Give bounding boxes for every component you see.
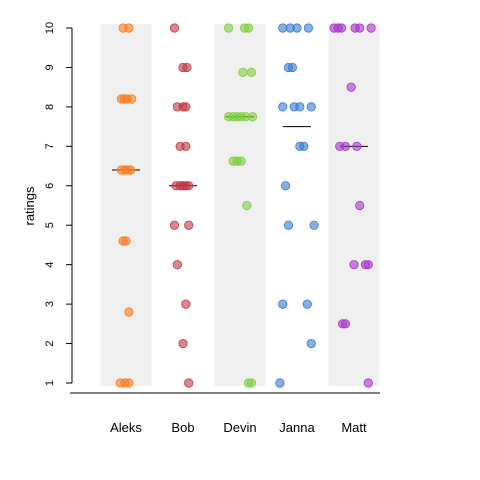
data-point: [247, 112, 258, 122]
y-tick-label: 10: [44, 22, 56, 34]
y-tick-label: 7: [44, 143, 56, 149]
data-point: [349, 260, 359, 270]
data-point: [121, 236, 131, 246]
data-point: [278, 102, 288, 112]
data-point: [340, 319, 351, 329]
data-point: [302, 299, 312, 309]
data-points: [115, 23, 376, 388]
data-point: [184, 220, 194, 230]
y-tick-label: 5: [44, 222, 56, 228]
data-point: [340, 141, 351, 151]
data-point: [355, 23, 365, 33]
data-point: [246, 378, 256, 388]
data-point: [169, 23, 180, 33]
data-point: [278, 299, 288, 309]
data-point: [246, 67, 256, 77]
data-point: [336, 23, 347, 33]
data-point: [363, 378, 373, 388]
data-point: [236, 156, 246, 166]
data-point: [243, 23, 254, 33]
data-point: [366, 23, 376, 33]
data-point: [295, 102, 305, 112]
data-point: [184, 378, 194, 388]
y-axis-title: ratings: [22, 186, 37, 226]
data-point: [125, 165, 136, 175]
data-point: [306, 338, 316, 349]
y-axis: 1 2 3 4 5 6 7 8 9 10: [44, 22, 73, 386]
data-point: [346, 82, 356, 92]
background-band: [100, 24, 152, 386]
data-point: [181, 299, 191, 309]
background-band: [328, 24, 380, 386]
data-point: [309, 220, 319, 230]
data-point: [363, 260, 373, 270]
data-point: [178, 338, 188, 349]
y-tick-label: 4: [44, 262, 56, 268]
data-point: [172, 260, 182, 270]
data-point: [124, 23, 134, 33]
y-tick-label: 3: [44, 301, 56, 307]
data-point: [283, 220, 294, 230]
data-point: [124, 378, 134, 388]
x-tick-label: Janna: [279, 420, 315, 435]
x-tick-label: Aleks: [110, 420, 142, 435]
data-point: [184, 181, 194, 191]
y-tick-label: 1: [44, 380, 56, 386]
data-point: [292, 23, 302, 33]
y-tick-label: 2: [44, 340, 56, 346]
data-point: [242, 200, 252, 211]
background-bands: [100, 24, 380, 386]
data-point: [182, 62, 192, 73]
background-band: [214, 24, 266, 386]
data-point: [224, 23, 234, 33]
data-point: [127, 94, 137, 104]
x-tick-label: Bob: [171, 420, 194, 435]
data-point: [299, 141, 309, 151]
x-axis: Aleks Bob Devin Janna Matt: [70, 392, 380, 435]
data-point: [280, 181, 291, 191]
data-point: [238, 67, 248, 77]
data-point: [275, 378, 285, 388]
data-point: [181, 141, 191, 151]
data-point: [287, 62, 298, 73]
data-point: [303, 23, 313, 33]
data-point: [352, 141, 362, 151]
y-tick-label: 8: [44, 104, 56, 110]
y-tick-label: 9: [44, 64, 56, 70]
y-tick-label: 6: [44, 183, 56, 189]
data-point: [355, 200, 365, 211]
data-point: [169, 220, 180, 230]
data-point: [181, 102, 191, 112]
x-tick-label: Matt: [341, 420, 367, 435]
data-point: [124, 307, 134, 317]
data-point: [306, 102, 316, 112]
x-tick-label: Devin: [223, 420, 256, 435]
